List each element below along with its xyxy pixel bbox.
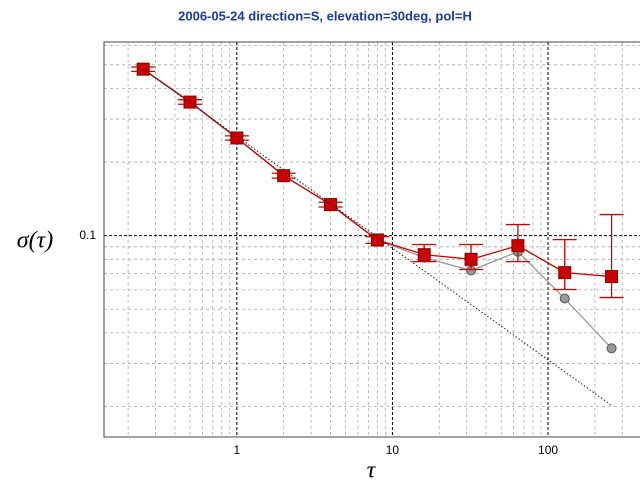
- x-tick-label: 100: [538, 443, 558, 457]
- error-bar: [552, 239, 577, 291]
- axis-frame: [103, 41, 640, 438]
- data-point: [511, 239, 525, 253]
- data-point: [324, 198, 338, 212]
- data-point: [277, 169, 291, 183]
- x-tick-label: 1: [234, 443, 241, 457]
- series-line: [142, 68, 612, 406]
- data-point: [417, 248, 431, 262]
- data-point: [370, 233, 384, 247]
- x-axis-label: τ: [367, 458, 377, 484]
- y-tick-label: 0.1: [79, 228, 96, 242]
- x-tick-label: 10: [386, 443, 400, 457]
- data-point: [606, 343, 617, 354]
- data-point: [559, 293, 570, 304]
- data-point: [558, 266, 572, 280]
- data-point: [183, 95, 197, 109]
- y-axis-label: σ(τ): [17, 228, 53, 254]
- error-bar: [599, 213, 624, 299]
- data-point: [464, 252, 478, 266]
- chart-title: 2006-05-24 direction=S, elevation=30deg,…: [178, 8, 472, 23]
- data-point: [230, 131, 244, 145]
- data-point: [605, 270, 619, 284]
